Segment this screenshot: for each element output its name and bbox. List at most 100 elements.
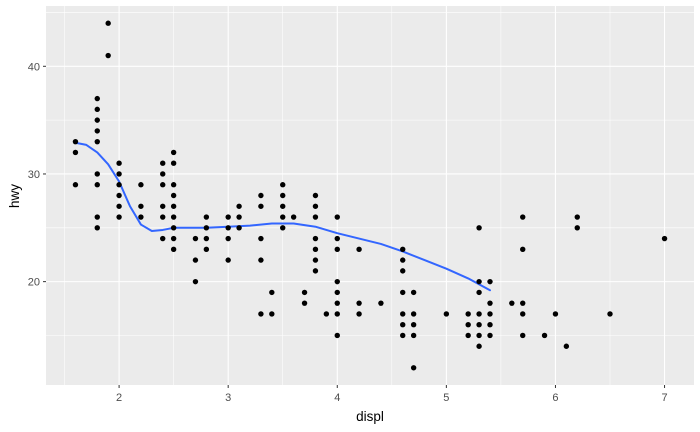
- x-axis-title: displ: [356, 409, 384, 424]
- data-point: [541, 332, 548, 339]
- y-tick-label: 30: [28, 169, 40, 181]
- points-layer: [72, 20, 668, 371]
- data-point: [203, 246, 210, 253]
- data-point: [476, 343, 482, 349]
- data-point: [170, 182, 177, 188]
- data-point: [312, 192, 319, 199]
- data-point: [116, 192, 122, 199]
- data-point: [443, 311, 450, 317]
- y-axis-title: hwy: [7, 184, 22, 208]
- x-tick-label: 4: [334, 392, 340, 404]
- data-point: [105, 20, 111, 26]
- data-point: [378, 300, 384, 306]
- data-point: [236, 225, 242, 231]
- data-point: [280, 192, 286, 199]
- data-point: [410, 311, 417, 317]
- data-point: [170, 149, 177, 156]
- x-tick-label: 2: [116, 392, 122, 404]
- data-point: [400, 246, 406, 253]
- data-point: [160, 171, 166, 177]
- data-point: [400, 311, 406, 317]
- data-point: [116, 214, 122, 220]
- data-point: [160, 160, 166, 166]
- data-point: [400, 257, 406, 263]
- data-point: [312, 203, 319, 209]
- y-tick-label: 20: [28, 277, 40, 289]
- data-point: [520, 311, 526, 317]
- data-point: [225, 214, 231, 220]
- data-point: [192, 278, 199, 285]
- data-point: [170, 160, 177, 166]
- data-point: [410, 365, 417, 371]
- data-point: [312, 268, 319, 274]
- data-point: [236, 214, 242, 220]
- data-point: [476, 311, 482, 317]
- data-point: [94, 138, 100, 145]
- data-point: [280, 225, 286, 231]
- data-point: [258, 203, 264, 209]
- data-point: [607, 311, 613, 317]
- data-point: [258, 257, 264, 263]
- data-point: [160, 182, 166, 188]
- data-point: [334, 311, 340, 317]
- data-point: [116, 160, 122, 166]
- data-point: [312, 257, 319, 263]
- plot-panel: [46, 6, 694, 385]
- data-point: [94, 95, 100, 102]
- data-point: [356, 300, 362, 306]
- data-point: [520, 214, 526, 220]
- data-point: [552, 311, 559, 317]
- data-point: [476, 225, 482, 231]
- data-point: [225, 235, 231, 242]
- data-point: [661, 235, 668, 242]
- data-point: [410, 322, 417, 328]
- data-point: [170, 246, 177, 253]
- data-point: [476, 322, 482, 328]
- data-point: [476, 289, 482, 296]
- x-tick-label: 5: [443, 392, 449, 404]
- data-point: [410, 289, 417, 296]
- data-point: [509, 300, 515, 306]
- axes: 2 3 4 5 6 7 20 30 40: [28, 61, 668, 404]
- data-point: [72, 149, 79, 156]
- data-point: [280, 214, 286, 220]
- data-point: [487, 322, 493, 328]
- data-point: [465, 322, 471, 328]
- data-point: [170, 192, 177, 199]
- x-tick-label: 3: [225, 392, 231, 404]
- data-point: [138, 214, 144, 220]
- data-point: [334, 278, 340, 285]
- data-point: [487, 332, 493, 339]
- data-point: [94, 117, 100, 123]
- grid-major: [46, 6, 694, 385]
- data-point: [94, 106, 100, 113]
- data-point: [94, 214, 100, 220]
- data-point: [520, 246, 526, 253]
- data-point: [269, 289, 275, 296]
- data-point: [225, 225, 231, 231]
- data-point: [574, 225, 580, 231]
- data-point: [225, 257, 231, 263]
- data-point: [356, 246, 362, 253]
- data-point: [563, 343, 570, 349]
- data-point: [312, 214, 319, 220]
- data-point: [334, 300, 340, 306]
- data-point: [203, 214, 210, 220]
- data-point: [160, 214, 166, 220]
- data-point: [301, 300, 308, 306]
- data-point: [520, 332, 526, 339]
- data-point: [236, 203, 242, 209]
- data-point: [280, 182, 286, 188]
- data-point: [400, 332, 406, 339]
- data-point: [520, 300, 526, 306]
- data-point: [400, 268, 406, 274]
- data-point: [94, 225, 100, 231]
- data-point: [94, 171, 100, 177]
- data-point: [192, 257, 199, 263]
- data-point: [334, 214, 340, 220]
- data-point: [258, 235, 264, 242]
- data-point: [323, 311, 330, 317]
- data-point: [258, 192, 264, 199]
- y-tick-label: 40: [28, 61, 40, 73]
